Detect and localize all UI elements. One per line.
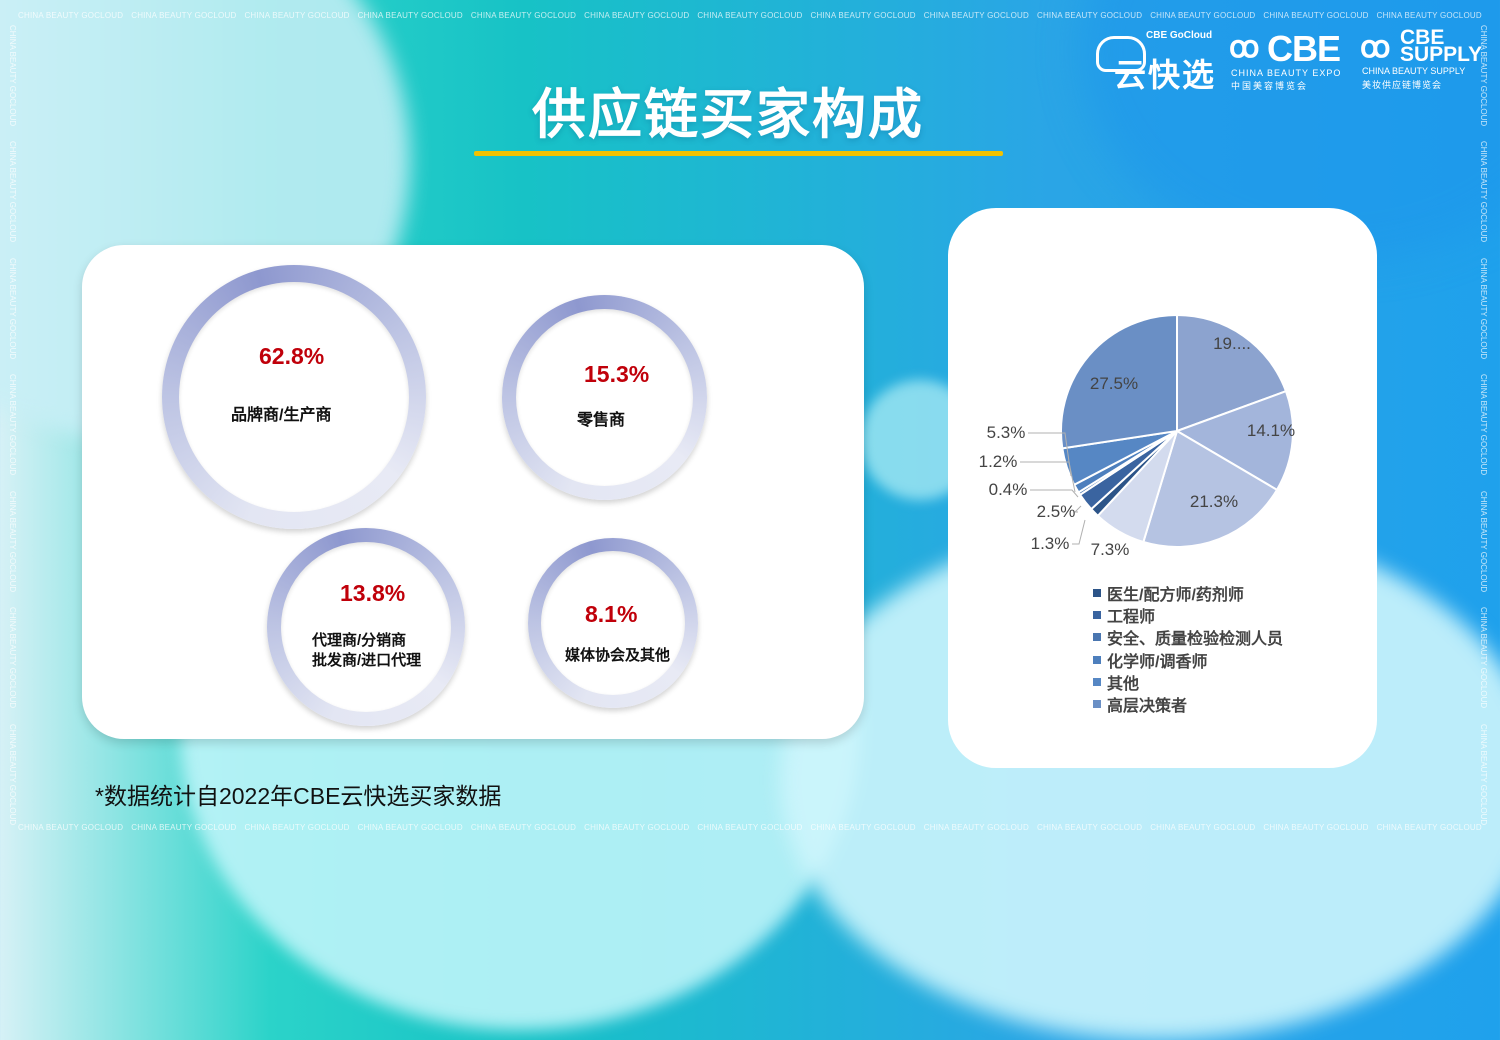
label-agent-1: 代理商/分销商 xyxy=(312,632,407,649)
legend-item: 安全、质量检验检测人员 xyxy=(1093,626,1283,648)
slice-label: 19.... xyxy=(1213,334,1251,353)
logo-group: CBE GoCloud 云快选 ꝏ CBE CHINA BEAUTY EXPO … xyxy=(1094,26,1483,94)
pie-slice xyxy=(1174,389,1294,492)
label-agent-2: 批发商/进口代理 xyxy=(312,652,422,669)
page-title: 供应链买家构成 xyxy=(532,85,924,145)
circle-retailer xyxy=(502,295,707,500)
pct-media: 8.1% xyxy=(585,601,638,627)
label-brand: 品牌商/生产商 xyxy=(231,407,332,424)
pie-slice xyxy=(1176,313,1288,433)
watermark-right: CHINA BEAUTY GOCLOUD CHINA BEAUTY GOCLOUD… xyxy=(1479,25,1488,825)
watermark-top: CHINA BEAUTY GOCLOUD CHINA BEAUTY GOCLOUD… xyxy=(18,11,1482,20)
legend-item: 工程师 xyxy=(1093,604,1283,626)
slice-label: 1.2% xyxy=(979,452,1018,471)
label-retailer: 零售商 xyxy=(577,412,626,429)
legend-item: 其他 xyxy=(1093,671,1283,693)
pct-agent: 13.8% xyxy=(340,580,406,606)
slice-label: 0.4% xyxy=(989,480,1028,499)
watermark-bottom: CHINA BEAUTY GOCLOUD CHINA BEAUTY GOCLOUD… xyxy=(18,823,1482,832)
cbe-supply-logo: ꝏ CBE SUPPLY CHINA BEAUTY SUPPLY 美妆供应链博览… xyxy=(1360,26,1483,90)
slice-label: 5.3% xyxy=(987,423,1026,442)
pct-brand: 62.8% xyxy=(259,343,325,369)
leader-line xyxy=(1072,519,1086,545)
watermark-left: CHINA BEAUTY GOCLOUD CHINA BEAUTY GOCLOUD… xyxy=(8,25,17,825)
circle-brand-manufacturer xyxy=(162,265,426,529)
slice-label: 2.5% xyxy=(1037,502,1076,521)
slice-label: 1.3% xyxy=(1031,534,1070,553)
pct-retailer: 15.3% xyxy=(584,361,650,387)
cloud-icon xyxy=(1096,36,1146,72)
title-underline xyxy=(474,151,1003,156)
slice-label: 27.5% xyxy=(1090,374,1138,393)
slice-label: 14.1% xyxy=(1247,421,1295,440)
pie-legend: 医生/配方师/药剂师 工程师 安全、质量检验检测人员 化学师/调香师 其他 高层… xyxy=(1093,582,1283,715)
footnote: *数据统计自2022年CBE云快选买家数据 xyxy=(95,783,502,809)
buyer-type-panel: 62.8% 品牌商/生产商 15.3% 零售商 13.8% 代理商/分销商 批发… xyxy=(82,245,864,739)
cbe-mark-icon: ꝏ xyxy=(1229,31,1260,64)
circle-agent xyxy=(267,528,465,726)
leader-line xyxy=(1073,505,1082,513)
gocloud-logo: CBE GoCloud 云快选 xyxy=(1094,28,1219,93)
slice-label: 21.3% xyxy=(1190,492,1238,511)
slice-label: 7.3% xyxy=(1091,540,1130,559)
label-media: 媒体协会及其他 xyxy=(565,647,671,664)
leader-line xyxy=(1030,489,1079,498)
legend-item: 高层决策者 xyxy=(1093,693,1283,715)
pie-slice xyxy=(1142,429,1279,548)
circle-media xyxy=(528,538,698,708)
legend-item: 化学师/调香师 xyxy=(1093,649,1283,671)
cbe-logo: ꝏ CBE CHINA BEAUTY EXPO 中国美容博览会 xyxy=(1229,28,1342,91)
pie-chart: 19.... 14.1% 21.3% 7.3% 1.3% 2.5% 0.4% 1.2% 5.3%… xyxy=(979,313,1295,559)
supply-mark-icon: ꝏ xyxy=(1360,31,1391,64)
legend-item: 医生/配方师/药剂师 xyxy=(1093,582,1283,604)
leader-line xyxy=(1028,432,1072,477)
pie-slice xyxy=(1060,313,1178,450)
